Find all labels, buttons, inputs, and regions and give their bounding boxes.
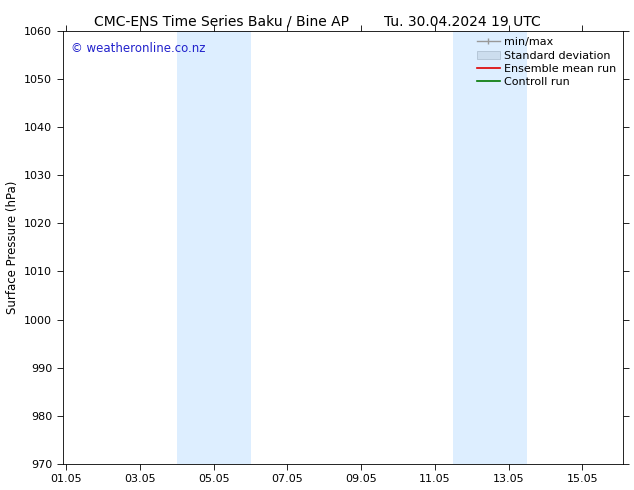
Legend: min/max, Standard deviation, Ensemble mean run, Controll run: min/max, Standard deviation, Ensemble me… [473, 33, 621, 92]
Bar [177, 31, 250, 464]
Text: CMC-ENS Time Series Baku / Bine AP        Tu. 30.04.2024 19 UTC: CMC-ENS Time Series Baku / Bine AP Tu. 3… [94, 15, 540, 29]
Y-axis label: Surface Pressure (hPa): Surface Pressure (hPa) [6, 181, 18, 314]
Text: © weatheronline.co.nz: © weatheronline.co.nz [71, 42, 205, 54]
Bar [453, 31, 527, 464]
